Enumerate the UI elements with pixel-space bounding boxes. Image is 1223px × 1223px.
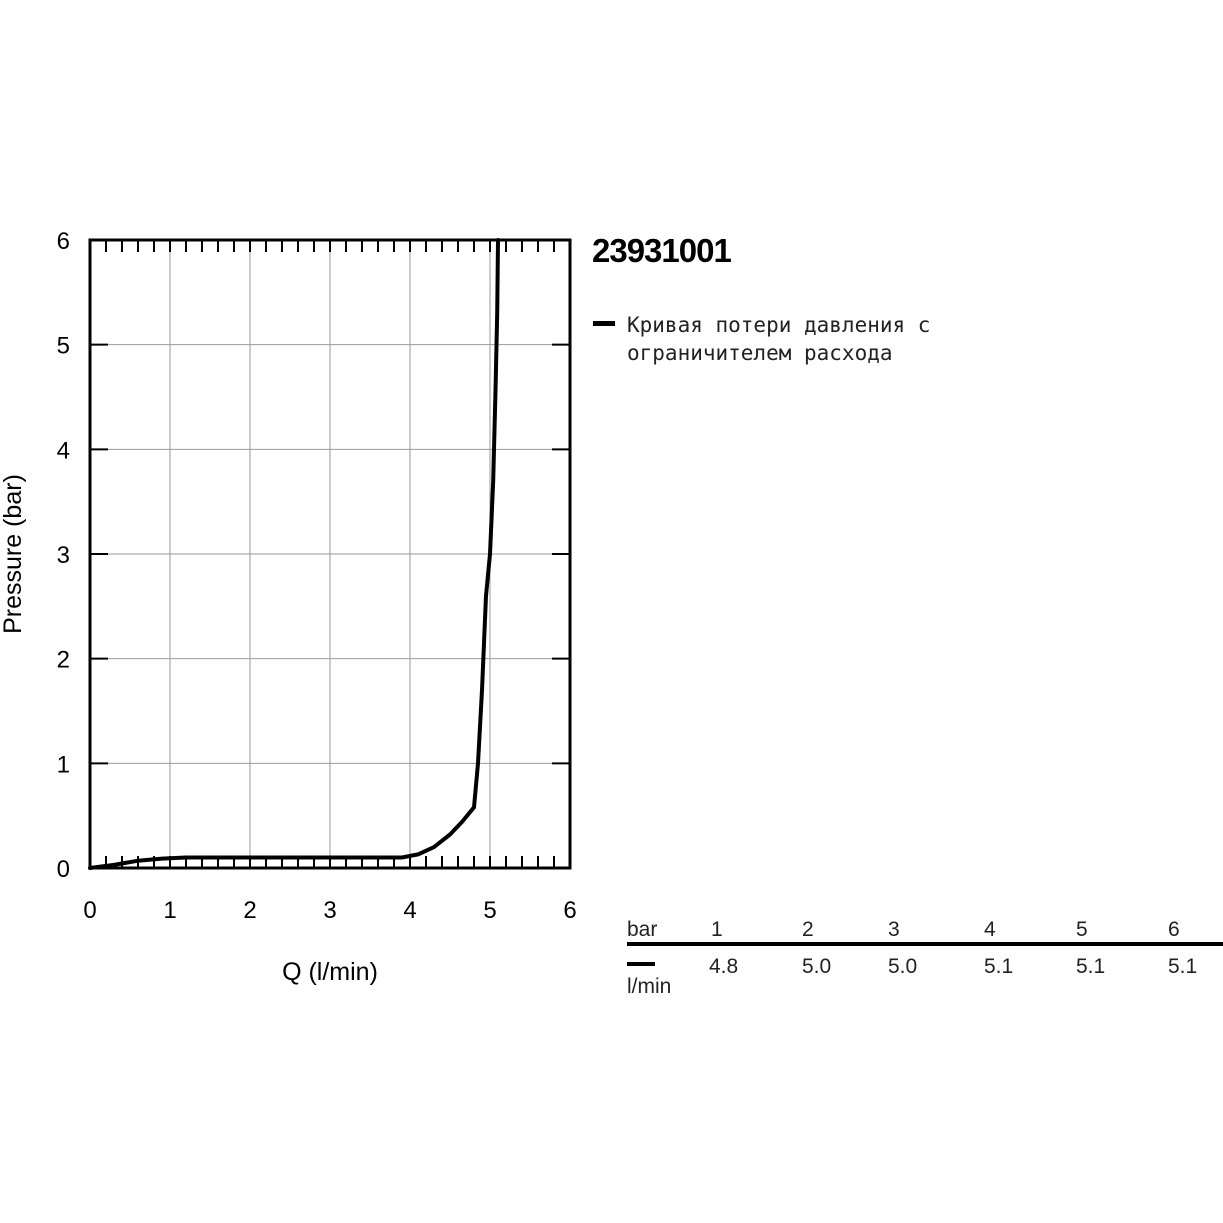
pressure-cell: 2 (802, 918, 814, 941)
series-line (88, 238, 500, 870)
y-axis-label: Pressure (bar) (0, 474, 27, 634)
flow-cell: 5.1 (1168, 955, 1198, 978)
flow-cell: 5.0 (888, 955, 918, 978)
x-tick-label: 5 (483, 897, 496, 924)
pressure-row: bar 1 2 3 4 5 6 (627, 918, 1223, 946)
pressure-cell: 6 (1168, 918, 1180, 941)
pressure-cell: 3 (888, 918, 900, 941)
plot-frame (88, 238, 572, 870)
flow-row: 4.8 5.0 5.0 5.1 5.1 5.1 (627, 955, 1223, 983)
pressure-cell: 5 (1076, 918, 1088, 941)
legend-swatch (593, 321, 615, 326)
y-tick-label: 3 (57, 542, 70, 569)
x-tick-label: 4 (403, 897, 416, 924)
pressure-cell: 4 (984, 918, 996, 941)
y-tick-label: 4 (57, 437, 70, 464)
x-axis-label: Q (l/min) (282, 958, 378, 986)
x-tick-labels: 0 1 2 3 4 5 6 (83, 897, 576, 924)
flow-row-swatch (627, 962, 655, 966)
pressure-cell: 1 (711, 918, 723, 941)
flow-cell: 5.1 (1076, 955, 1106, 978)
pressure-unit-label: bar (627, 918, 658, 941)
x-tick-label: 2 (243, 897, 256, 924)
x-tick-label: 3 (323, 897, 336, 924)
flow-cell: 5.1 (984, 955, 1014, 978)
y-tick-label: 5 (57, 333, 70, 360)
y-tick-label: 2 (57, 647, 70, 674)
table-divider (627, 942, 1223, 946)
product-code: 23931001 (592, 232, 732, 269)
x-tick-label: 1 (163, 897, 176, 924)
y-tick-label: 1 (57, 751, 70, 778)
x-tick-label: 6 (563, 897, 576, 924)
y-tick-label: 0 (57, 856, 70, 883)
legend: Кривая потери давления с ограничителем р… (593, 311, 1007, 367)
legend-label: Кривая потери давления с ограничителем р… (627, 313, 931, 365)
flow-cell: 5.0 (802, 955, 832, 978)
flow-cell: 4.8 (709, 955, 739, 978)
flow-table: bar 1 2 3 4 5 6 4.8 5.0 5.0 5.1 5.1 5.1 … (627, 918, 1223, 998)
y-tick-label: 6 (57, 228, 70, 255)
y-tick-labels: 0 1 2 3 4 5 6 (57, 228, 70, 883)
flow-unit-label: l/min (627, 975, 672, 998)
x-tick-label: 0 (83, 897, 96, 924)
